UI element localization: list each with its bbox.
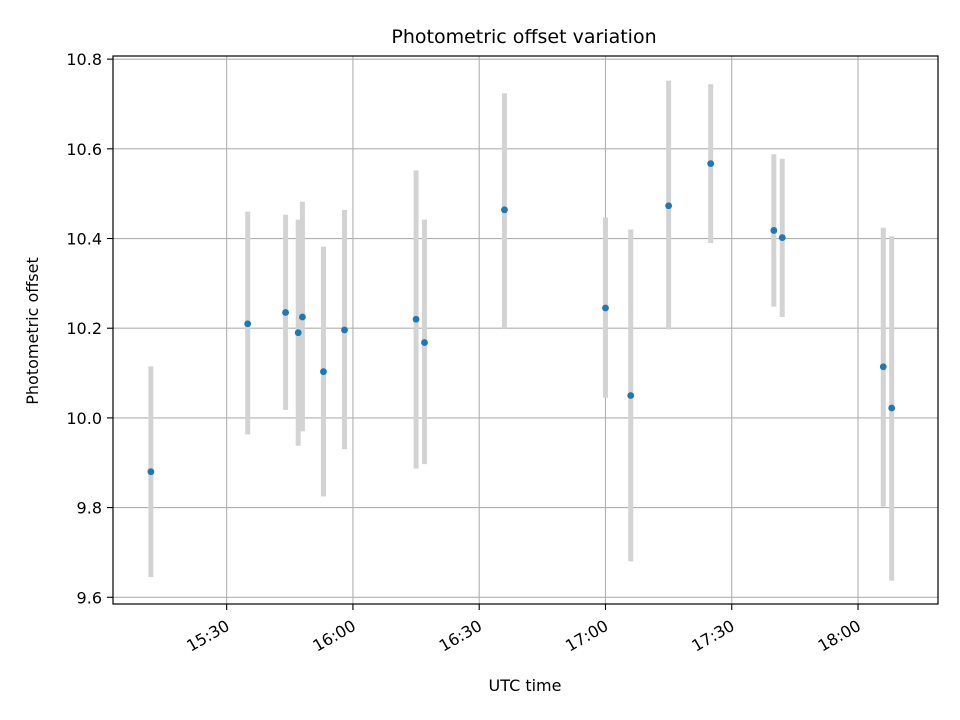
y-tick-label: 10.4 [66,230,102,249]
data-point [627,392,635,399]
axes-background [113,56,938,604]
y-axis-label: Photometric offset [23,257,42,405]
plot-area: 15:30 16:00 16:30 17:00 17:30 18:00 9.69.810.… [66,50,939,656]
data-point [501,206,508,214]
data-point [244,320,252,328]
y-tick-label: 10.0 [66,409,102,428]
data-point [147,468,155,476]
data-point [665,202,673,210]
data-point [341,326,348,334]
data-point [282,309,289,316]
data-point [299,313,306,321]
data-point [707,160,715,168]
data-point [421,339,428,346]
grid-lines [113,56,938,604]
data-point [888,404,896,412]
y-tick-label: 9.6 [77,588,102,607]
chart-title: Photometric offset variation [391,26,656,48]
data-markers [147,160,896,476]
y-tick-label: 10.8 [66,50,102,69]
data-point [879,363,887,371]
data-point [770,227,778,234]
data-point [602,304,609,312]
data-point [412,315,420,323]
data-point [294,329,302,337]
axes-frame [112,55,939,605]
y-axis-ticks: 9.6 9.8 10.0 10.2 10.4 10.6 10.8 [66,50,113,607]
data-point [778,234,786,242]
x-axis-label: UTC time [489,676,562,695]
y-tick-label: 10.6 [66,140,102,159]
y-tick-label: 10.2 [66,319,102,338]
data-point [320,368,327,376]
y-tick-label: 9.8 [77,499,102,518]
